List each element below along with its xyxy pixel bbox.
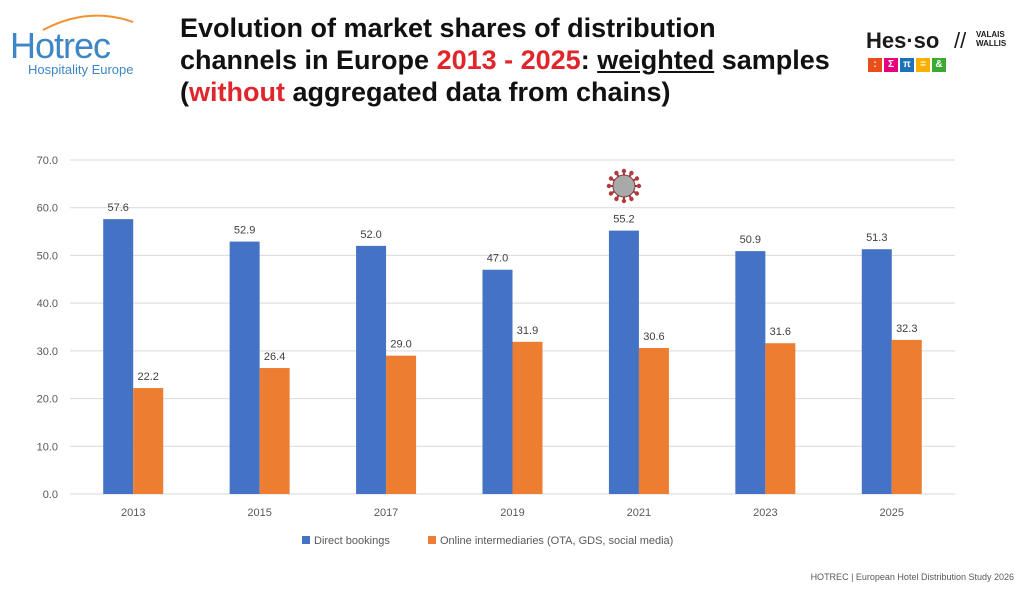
logo-brand: Hotrec xyxy=(10,25,111,66)
data-label: 52.0 xyxy=(360,229,381,241)
bar-chart: 0.0 10.0 20.0 30.0 40.0 50.0 60.0 70.0 57.6 22.2 2… xyxy=(37,155,955,547)
data-label: 52.9 xyxy=(234,225,255,237)
bar-direct xyxy=(103,219,134,494)
title-without: without xyxy=(189,77,285,107)
bar-online xyxy=(638,347,669,494)
y-tick-label: 60.0 xyxy=(37,203,58,215)
title-part1: Evolution of market shares of distributi… xyxy=(180,13,716,75)
data-label: 50.9 xyxy=(740,234,761,246)
data-label: 51.3 xyxy=(866,232,887,244)
bar-online xyxy=(133,388,164,494)
title-weighted: weighted xyxy=(597,45,715,75)
hesso-region: VALAIS WALLIS xyxy=(976,30,1006,48)
logo-arc-icon xyxy=(42,14,134,31)
hesso-tile: : xyxy=(868,58,882,72)
y-tick-label: 0.0 xyxy=(43,489,58,501)
hesso-tile: Σ xyxy=(884,58,898,72)
bar-online xyxy=(259,368,290,494)
x-tick-label: 2023 xyxy=(753,507,777,519)
bar-online xyxy=(386,355,417,494)
y-tick-label: 10.0 xyxy=(37,441,58,453)
virus-icon xyxy=(606,168,642,204)
x-tick-label: 2015 xyxy=(247,507,271,519)
hesso-tile: & xyxy=(932,58,946,72)
bar-direct xyxy=(482,269,513,494)
data-label: 31.9 xyxy=(517,325,538,337)
legend-label-online: Online intermediaries (OTA, GDS, social … xyxy=(440,535,673,547)
y-tick-label: 50.0 xyxy=(37,250,58,262)
hesso-tile: = xyxy=(916,58,930,72)
hesso-brand: Hes·so xyxy=(866,28,940,53)
title-colon: : xyxy=(580,45,598,75)
title-part3: aggregated data from chains) xyxy=(284,77,671,107)
data-label: 55.2 xyxy=(613,214,634,226)
data-label: 22.2 xyxy=(138,371,159,383)
legend-swatch-online xyxy=(428,536,436,544)
x-tick-label: 2013 xyxy=(121,507,145,519)
hesso-region-line2: WALLIS xyxy=(976,39,1007,48)
data-label: 57.6 xyxy=(108,202,129,214)
x-tick-label: 2021 xyxy=(627,507,651,519)
y-tick-label: 30.0 xyxy=(37,346,58,358)
bar-direct xyxy=(861,249,892,494)
data-label: 32.3 xyxy=(896,323,917,335)
hesso-region-line1: VALAIS xyxy=(976,30,1005,39)
data-label: 47.0 xyxy=(487,253,508,265)
y-tick-label: 40.0 xyxy=(37,298,58,310)
bar-online xyxy=(512,341,543,494)
legend-swatch-direct xyxy=(302,536,310,544)
x-tick-label: 2019 xyxy=(500,507,524,519)
data-label: 26.4 xyxy=(264,351,285,363)
x-tick-label: 2025 xyxy=(880,507,904,519)
data-label: 31.6 xyxy=(770,326,791,338)
y-tick-label: 70.0 xyxy=(37,155,58,167)
title-part2: samples ( xyxy=(180,45,830,107)
legend-label-direct: Direct bookings xyxy=(314,535,390,547)
hesso-slash-icon: // xyxy=(954,28,967,53)
bar-direct xyxy=(735,251,766,494)
bar-direct xyxy=(229,241,260,494)
bar-direct xyxy=(608,230,639,495)
title-years: 2013 - 2025 xyxy=(436,45,581,75)
bar-online xyxy=(891,339,922,494)
data-label: 29.0 xyxy=(390,339,411,351)
hotrec-logo: Hotrec Hospitality Europe xyxy=(8,10,158,80)
footer-source: HOTREC | European Hotel Distribution Stu… xyxy=(810,572,1014,582)
x-tick-label: 2017 xyxy=(374,507,398,519)
logo-tagline: Hospitality Europe xyxy=(28,62,134,77)
bar-direct xyxy=(356,245,387,494)
page-title: Evolution of market shares of distributi… xyxy=(180,12,830,108)
y-tick-label: 20.0 xyxy=(37,394,58,406)
hesso-tile: π xyxy=(900,58,914,72)
data-label: 30.6 xyxy=(643,331,664,343)
bar-online xyxy=(765,343,796,494)
